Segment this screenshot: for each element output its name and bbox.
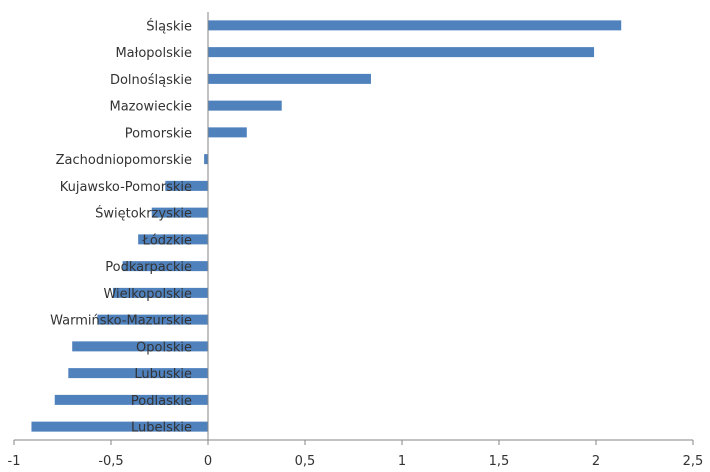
bar xyxy=(138,234,208,245)
bar xyxy=(208,73,371,84)
bar xyxy=(208,127,247,138)
category-label: Śląskie xyxy=(146,18,192,34)
x-axis: -1 -0,5 0 0,5 1 1,5 2 2,5 xyxy=(8,12,704,469)
bar xyxy=(165,180,208,191)
bars-group xyxy=(31,20,622,432)
category-label: Pomorskie xyxy=(125,126,192,141)
category-label: Małopolskie xyxy=(115,46,192,61)
x-tick-label: 1,5 xyxy=(489,454,510,469)
bar xyxy=(31,421,209,432)
bar xyxy=(151,207,208,218)
x-tick-label: -0,5 xyxy=(98,454,123,469)
category-label: Mazowieckie xyxy=(110,100,193,115)
category-label: Lubelskie xyxy=(131,421,192,436)
category-label: Łódzkie xyxy=(142,233,192,248)
x-tick-label: 0 xyxy=(204,454,212,469)
x-tick-label: -1 xyxy=(8,454,21,469)
bar xyxy=(208,100,282,111)
bar xyxy=(54,394,208,405)
bar xyxy=(72,341,208,352)
category-label: Dolnośląskie xyxy=(110,73,192,88)
x-tick-label: 2 xyxy=(592,454,600,469)
bar xyxy=(112,287,208,298)
bar xyxy=(204,154,208,165)
category-label: Świętokrzyskie xyxy=(95,206,192,222)
bar xyxy=(97,314,208,325)
category-label: Podlaskie xyxy=(131,394,192,409)
bar xyxy=(122,261,208,272)
category-label: Opolskie xyxy=(136,340,192,355)
x-tick-label: 0,5 xyxy=(295,454,316,469)
bar xyxy=(208,20,622,31)
x-tick-label: 1 xyxy=(398,454,406,469)
category-labels: Śląskie Małopolskie Dolnośląskie Mazowiecki… xyxy=(50,18,192,435)
bar xyxy=(68,368,208,379)
category-label: Warmińsko-Mazurskie xyxy=(50,314,192,329)
category-label: Lubuskie xyxy=(134,367,192,382)
category-label: Zachodniopomorskie xyxy=(56,153,192,168)
bar xyxy=(208,47,595,58)
category-label: Wielkopolskie xyxy=(103,287,192,302)
x-tick-label: 2,5 xyxy=(683,454,704,469)
category-label: Podkarpackie xyxy=(105,260,192,275)
category-label: Kujawsko-Pomorskie xyxy=(60,180,192,195)
